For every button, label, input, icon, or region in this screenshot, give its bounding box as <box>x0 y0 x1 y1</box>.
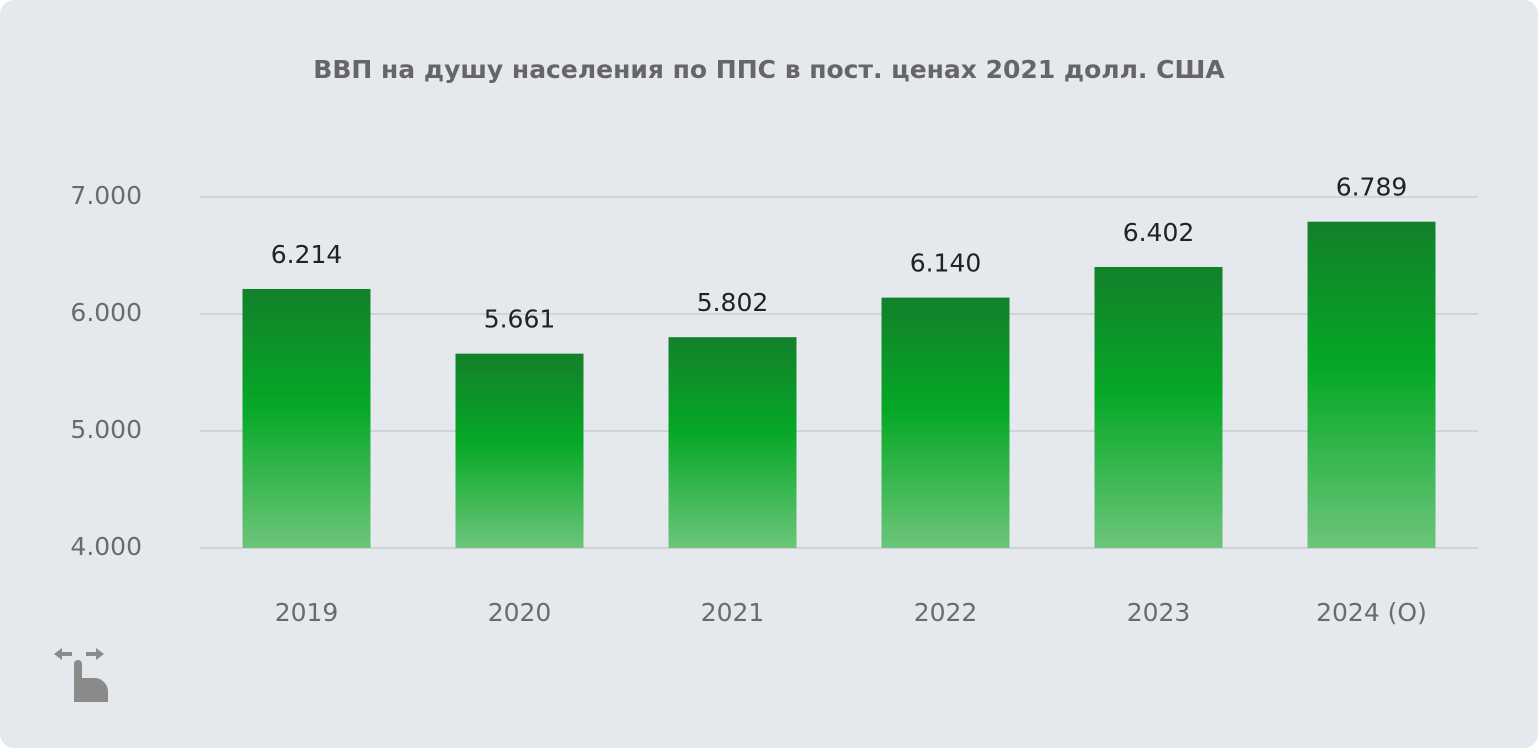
x-tick-label: 2024 (О) <box>1316 598 1427 627</box>
value-label: 6.214 <box>271 240 343 269</box>
y-tick-label: 4.000 <box>70 532 142 561</box>
y-tick-label: 7.000 <box>70 181 142 210</box>
bar <box>1094 266 1223 548</box>
swipe-icon <box>54 648 109 702</box>
value-label: 6.402 <box>1123 218 1195 247</box>
bar <box>455 353 584 548</box>
value-label: 5.802 <box>697 288 769 317</box>
value-label: 6.789 <box>1336 173 1408 202</box>
y-tick-label: 5.000 <box>70 415 142 444</box>
x-tick-label: 2023 <box>1127 598 1191 627</box>
x-tick-label: 2022 <box>914 598 978 627</box>
bar <box>1307 221 1436 548</box>
x-tick-label: 2019 <box>275 598 339 627</box>
value-label: 5.661 <box>484 305 556 334</box>
x-tick-label: 2021 <box>701 598 765 627</box>
chart-title: ВВП на душу населения по ППС в пост. цен… <box>313 55 1225 84</box>
x-tick-label: 2020 <box>488 598 552 627</box>
bar <box>881 297 1010 548</box>
bar <box>242 288 371 548</box>
value-label: 6.140 <box>910 249 982 278</box>
y-tick-label: 6.000 <box>70 298 142 327</box>
bar <box>668 337 797 548</box>
